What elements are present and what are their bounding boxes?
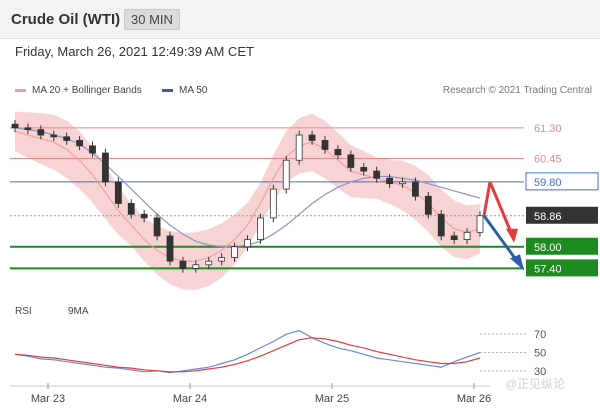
price-level-label: 59.80 — [534, 177, 562, 189]
candle-body — [231, 246, 238, 258]
rsi-line — [14, 329, 481, 374]
candle-body — [282, 159, 290, 190]
legend-ma20-bb: MA 20 + Bollinger Bands — [15, 85, 142, 96]
research-credit: Research © 2021 Trading Central — [442, 85, 592, 96]
rsi-tick-label: 30 — [534, 366, 546, 378]
candle-body — [450, 235, 458, 240]
rsi-plot: 70 50 30 — [14, 329, 546, 378]
candle-body — [89, 145, 96, 154]
price-level-badge — [526, 237, 598, 255]
time-axis: Mar 23 Mar 24 Mar 25 Mar 26 — [10, 383, 491, 405]
watermark: @正见纵论 — [505, 377, 566, 391]
candle-body — [412, 181, 419, 197]
candle-body — [308, 134, 316, 141]
rsi-tick-label: 70 — [534, 329, 546, 341]
candle-body — [166, 235, 174, 262]
candle-body — [153, 217, 161, 237]
legend-9ma: 9MA — [68, 306, 89, 317]
price-level-label: 60.45 — [534, 153, 562, 165]
instrument-title: Crude Oil (WTI) — [11, 11, 121, 28]
candle-body — [463, 231, 471, 240]
candle-body — [205, 260, 213, 266]
ma20-swatch — [15, 88, 26, 92]
price-level-label: 58.86 — [534, 211, 562, 223]
legend-rsi: RSI — [15, 306, 32, 317]
bollinger-band — [15, 111, 480, 290]
candle-body — [50, 134, 58, 138]
price-level-badge — [525, 172, 599, 191]
price-level-badge — [526, 259, 598, 277]
forecast-arrow-head-down — [510, 254, 524, 271]
candle-body — [244, 239, 251, 248]
legend-9ma-label: 9MA — [68, 306, 89, 317]
rsi-tick-label: 50 — [534, 348, 546, 360]
time-axis-label: Mar 26 — [457, 393, 491, 405]
price-level-badge — [526, 206, 598, 224]
report-timestamp: Friday, March 26, 2021 12:49:39 AM CET — [15, 44, 254, 59]
legend-ma50: MA 50 — [162, 85, 207, 96]
legend-ma20-label: MA 20 + Bollinger Bands — [32, 85, 142, 96]
candle-body — [476, 215, 484, 233]
price-level-label: 58.00 — [534, 242, 562, 254]
candle-body — [114, 181, 122, 204]
candle-body — [334, 149, 342, 156]
candle-body — [11, 123, 19, 129]
candle-body — [269, 188, 277, 219]
candle-body — [63, 136, 71, 141]
candle-body — [37, 129, 45, 136]
candle-body — [360, 167, 368, 172]
forecast-arrow-head-up — [506, 228, 518, 243]
time-axis-label: Mar 25 — [315, 393, 349, 405]
candle-body — [76, 140, 83, 147]
candle-body — [218, 257, 226, 262]
candle-body — [102, 152, 109, 183]
forecast-arrow-up-reversal — [488, 181, 514, 236]
time-axis-label: Mar 24 — [173, 393, 207, 405]
candle-body — [399, 181, 406, 185]
candle-body — [140, 213, 148, 219]
time-axis-label: Mar 23 — [31, 393, 65, 405]
candle-body — [127, 203, 135, 215]
candle-body — [192, 264, 200, 269]
candle-body — [386, 177, 393, 185]
candle-body — [295, 134, 303, 161]
candle-body — [257, 217, 264, 240]
candle-body — [347, 154, 355, 168]
ma50-swatch — [162, 88, 173, 92]
candle-body — [437, 213, 445, 237]
rsi-ma-line — [14, 337, 481, 373]
candle-body — [24, 127, 32, 131]
timeframe-badge[interactable]: 30 MIN — [124, 9, 180, 30]
candle-body — [321, 140, 329, 150]
price-plot: 61.30 60.45 59.80 58.86 58.00 57.40 — [10, 111, 599, 290]
chart-header: Crude Oil (WTI) 30 MIN — [0, 0, 600, 39]
price-level-label: 57.40 — [534, 263, 562, 275]
forecast-arrow-down — [482, 214, 520, 264]
legend-rsi-label: RSI — [15, 306, 32, 317]
candle-body — [179, 260, 187, 269]
legend-ma50-label: MA 50 — [179, 85, 208, 96]
price-level-label: 61.30 — [534, 123, 562, 135]
candle-body — [424, 195, 432, 215]
forecast-arrow-up — [482, 181, 492, 217]
candle-body — [373, 170, 381, 179]
